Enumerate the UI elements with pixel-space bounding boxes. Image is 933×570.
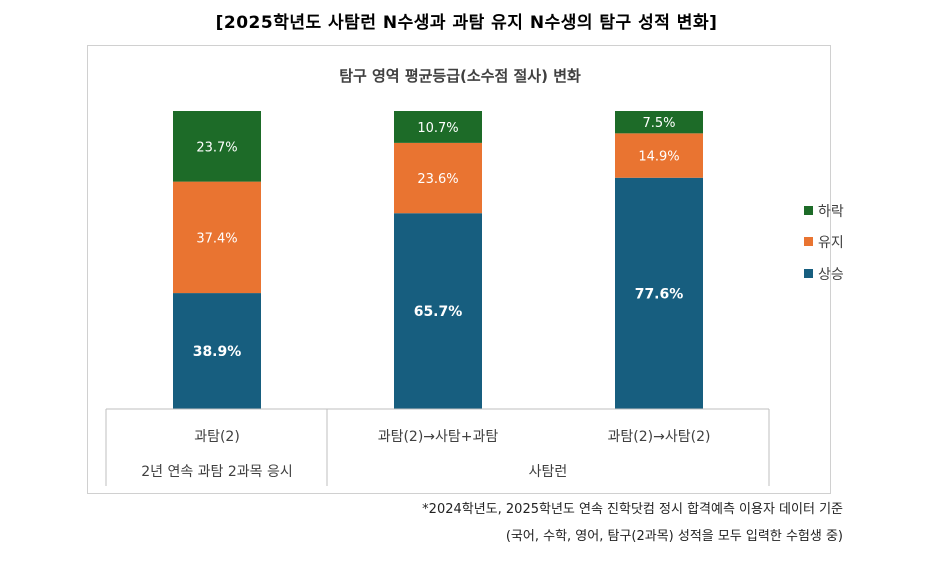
data-label-유지-2: 23.6%	[417, 172, 458, 187]
footnote-note: (국어, 수학, 영어, 탐구(2과목) 성적을 모두 입력한 수험생 중)	[505, 529, 843, 544]
chart-frame	[87, 45, 831, 494]
data-label-하락-2: 10.7%	[417, 121, 458, 136]
category-label-3: 과탐(2)→사탐(2)	[608, 429, 711, 445]
group-label-2: 사탐런	[529, 464, 568, 480]
data-label-유지-3: 14.9%	[638, 150, 679, 165]
legend-label-상승: 상승	[818, 267, 844, 283]
page-title: [2025학년도 사탐런 N수생과 과탐 유지 N수생의 탐구 성적 변화]	[215, 13, 718, 33]
bar-segment-상승-1	[173, 293, 261, 409]
legend-label-유지: 유지	[818, 235, 844, 251]
bar-segment-하락-2	[394, 111, 482, 143]
category-label-2: 과탐(2)→사탐+과탐	[378, 429, 499, 445]
bar-segment-유지-2	[394, 142, 482, 214]
legend-label-하락: 하락	[818, 204, 844, 220]
chart-title: 탐구 영역 평균등급(소수점 절사) 변화	[339, 67, 581, 85]
bar-segment-하락-1	[173, 111, 261, 182]
bar-segment-상승-2	[394, 213, 482, 409]
data-label-하락-1: 23.7%	[196, 140, 237, 155]
data-label-상승-1: 38.9%	[193, 344, 242, 360]
footnote-source: *2024학년도, 2025학년도 연속 진학닷컴 정시 합격예측 이용자 데이…	[422, 502, 843, 517]
group-label-1: 2년 연속 과탐 2과목 응시	[141, 464, 293, 480]
data-label-유지-1: 37.4%	[196, 231, 237, 246]
bar-segment-상승-3	[615, 177, 703, 409]
bar-segment-하락-3	[615, 111, 703, 134]
category-label-1: 과탐(2)	[194, 429, 240, 445]
bar-segment-유지-3	[615, 133, 703, 178]
legend-swatch-유지	[804, 237, 813, 246]
legend-swatch-상승	[804, 269, 813, 278]
legend-swatch-하락	[804, 206, 813, 215]
bar-segment-유지-1	[173, 181, 261, 294]
data-label-상승-2: 65.7%	[414, 304, 463, 320]
data-label-상승-3: 77.6%	[635, 286, 684, 302]
data-label-하락-3: 7.5%	[642, 116, 675, 131]
